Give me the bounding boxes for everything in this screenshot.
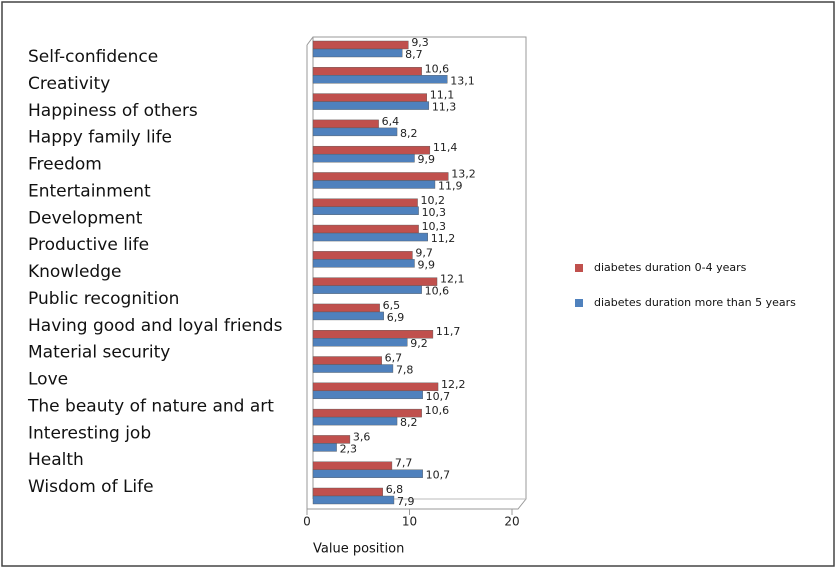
value-label: 10,3 (422, 206, 447, 219)
value-label: 9,7 (415, 246, 433, 259)
bar (312, 382, 439, 392)
bar (312, 206, 419, 215)
value-label: 9,2 (410, 337, 428, 350)
value-label: 3,6 (353, 430, 371, 443)
category-label: Productive life (28, 235, 149, 255)
x-tick-label: 20 (504, 515, 519, 529)
legend-swatch (575, 299, 583, 307)
bar (312, 356, 382, 365)
bar (312, 119, 379, 129)
bar (312, 145, 431, 155)
bar (312, 180, 436, 189)
x-tick-label: 0 (303, 515, 311, 529)
bar (312, 40, 409, 50)
value-label: 13,1 (450, 74, 475, 87)
category-label: Health (28, 450, 84, 470)
bar (312, 390, 423, 400)
value-label: 11,4 (433, 141, 458, 154)
bar (312, 153, 415, 163)
value-label: 11,3 (432, 101, 457, 114)
bar (312, 364, 394, 373)
value-label: 7,7 (395, 457, 413, 470)
bar (312, 127, 398, 137)
value-label: 10,6 (425, 404, 450, 417)
value-label: 11,1 (430, 89, 455, 102)
category-label: Happy family life (28, 128, 172, 148)
value-label: 11,9 (438, 179, 463, 192)
bar (312, 487, 383, 497)
value-label: 7,9 (397, 495, 415, 508)
value-label: 10,6 (425, 62, 450, 75)
category-label: Development (28, 208, 143, 228)
bar (312, 172, 449, 181)
value-label: 9,3 (411, 36, 429, 49)
bar (312, 416, 398, 426)
x-axis-label: Value position (313, 542, 404, 557)
category-label: Interesting job (28, 423, 151, 443)
bar (312, 277, 438, 286)
bar (312, 224, 419, 234)
category-label: Creativity (28, 74, 110, 94)
bar (312, 303, 380, 313)
category-label: The beauty of nature and art (27, 396, 274, 416)
bar (312, 443, 337, 452)
value-label: 6,8 (386, 483, 404, 496)
bar (312, 75, 448, 84)
category-label: Happiness of others (28, 101, 198, 121)
bar (312, 461, 393, 470)
bar (312, 495, 395, 505)
bar (312, 93, 427, 102)
legend-swatch (575, 264, 583, 272)
value-label: 12,1 (440, 273, 465, 286)
bar (312, 101, 430, 110)
value-label: 6,4 (382, 115, 400, 128)
bar (312, 198, 418, 207)
value-label: 9,9 (417, 258, 435, 271)
category-label: Entertainment (28, 181, 151, 201)
value-label: 6,7 (385, 352, 403, 365)
value-label: 13,2 (451, 167, 476, 180)
bar (312, 311, 384, 321)
legend-label: diabetes duration 0-4 years (594, 261, 747, 274)
category-label: Having good and loyal friends (28, 316, 283, 336)
value-label: 6,9 (387, 311, 405, 324)
value-label: 10,6 (425, 285, 450, 298)
value-label: 8,2 (400, 127, 418, 140)
category-label: Public recognition (28, 289, 179, 309)
bar (312, 48, 403, 58)
category-label: Love (28, 370, 68, 390)
value-label: 10,3 (422, 220, 447, 233)
value-label: 6,5 (383, 299, 401, 312)
bar (312, 67, 422, 76)
category-label: Material security (28, 343, 170, 363)
value-label: 2,3 (340, 442, 358, 455)
value-label: 11,7 (436, 325, 461, 338)
bar (312, 285, 422, 294)
x-tick-label: 10 (402, 515, 417, 529)
bar (312, 251, 413, 260)
value-label: 9,9 (417, 153, 435, 166)
category-label: Knowledge (28, 262, 121, 282)
category-label: Self-confidence (28, 47, 158, 67)
category-label: Freedom (28, 155, 102, 175)
value-label: 10,2 (421, 194, 446, 207)
bar (312, 338, 408, 347)
value-label: 11,2 (431, 232, 456, 245)
bar (312, 469, 423, 478)
legend-label: diabetes duration more than 5 years (594, 296, 796, 309)
value-label: 12,2 (441, 378, 466, 391)
bar (312, 232, 429, 242)
value-label: 10,7 (426, 390, 451, 403)
value-label: 10,7 (426, 469, 451, 482)
value-label: 8,2 (400, 416, 418, 429)
value-label: 7,8 (396, 364, 414, 377)
value-label: 8,7 (405, 48, 423, 61)
category-label: Wisdom of Life (28, 477, 154, 497)
bar (312, 259, 415, 268)
